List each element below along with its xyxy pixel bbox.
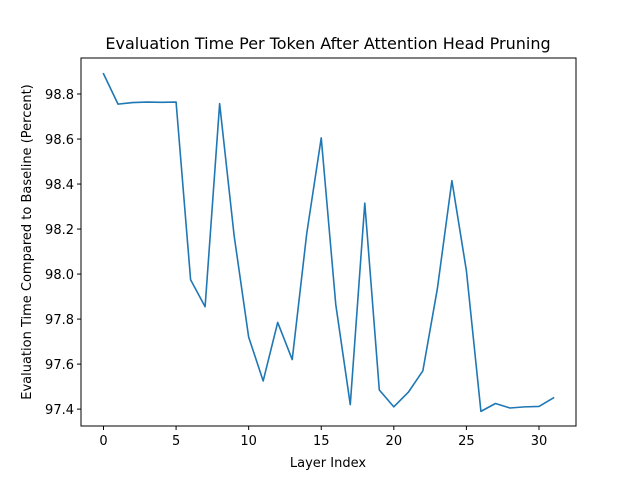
series-line [102, 72, 555, 413]
plot-lines [102, 72, 555, 413]
x-tick-label: 5 [172, 434, 180, 449]
x-tick-label: 10 [240, 434, 257, 449]
y-axis-ticks: 97.4 97.6 97.8 98.0 98.2 98.4 98.6 98.8 [45, 88, 81, 418]
y-tick-label: 98.6 [45, 133, 74, 148]
plot-frame [80, 57, 577, 427]
y-axis-label: Evaluation Time Compared to Baseline (Pe… [20, 84, 35, 400]
y-tick-label: 98.2 [45, 223, 74, 238]
y-tick-label: 97.8 [45, 313, 74, 328]
y-tick-label: 97.6 [45, 358, 74, 373]
y-tick-label: 98.4 [45, 178, 74, 193]
x-tick-label: 15 [313, 434, 330, 449]
x-tick-label: 0 [99, 434, 107, 449]
y-tick-label: 97.4 [45, 403, 74, 418]
y-tick-label: 98.0 [45, 268, 74, 283]
x-tick-label: 30 [531, 434, 548, 449]
x-axis-label: Layer Index [290, 456, 366, 471]
chart-title: Evaluation Time Per Token After Attentio… [105, 34, 550, 53]
x-tick-label: 25 [458, 434, 475, 449]
x-tick-label: 20 [386, 434, 403, 449]
y-tick-label: 98.8 [45, 88, 74, 103]
x-axis-ticks: 0 5 10 15 20 25 30 [99, 426, 547, 449]
